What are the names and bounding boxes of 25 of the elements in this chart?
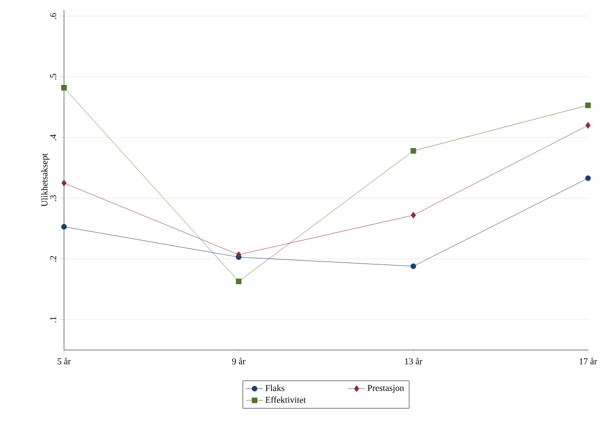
point bbox=[236, 278, 242, 284]
y-tick-label: .1 bbox=[50, 316, 56, 322]
x-tick-label: 13 år bbox=[405, 358, 422, 364]
x-tick-label: 17 år bbox=[580, 358, 598, 364]
point bbox=[410, 148, 416, 154]
x-tick-label: 9 år bbox=[232, 358, 246, 364]
y-tick-label: .3 bbox=[50, 195, 56, 201]
point bbox=[585, 175, 591, 181]
y-axis-title: Ulikhetsaksept bbox=[41, 153, 50, 206]
legend-label: Prestasjon bbox=[368, 384, 404, 393]
point bbox=[61, 224, 67, 230]
y-tick-label: .6 bbox=[50, 12, 56, 19]
x-tick-label: 5 år bbox=[58, 358, 71, 364]
legend-label: Effektivitet bbox=[266, 396, 306, 403]
point bbox=[61, 84, 67, 91]
y-tick-label: .5 bbox=[50, 74, 56, 80]
legend-label: Flaks bbox=[266, 384, 284, 392]
y-tick-label: .4 bbox=[50, 134, 56, 140]
point bbox=[61, 180, 67, 186]
y-tick-label: .2 bbox=[50, 256, 56, 262]
point bbox=[585, 122, 591, 129]
point bbox=[410, 212, 416, 219]
point bbox=[585, 102, 591, 108]
point bbox=[410, 263, 416, 270]
point bbox=[236, 251, 242, 258]
